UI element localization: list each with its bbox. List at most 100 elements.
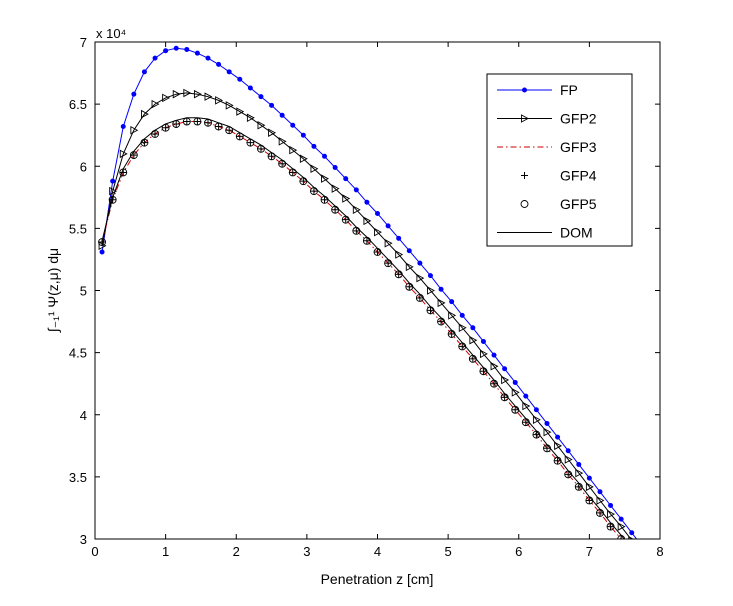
data-point-fp: [406, 248, 412, 254]
data-point-gfp2: [607, 509, 616, 519]
data-point-gfp4: [278, 160, 286, 168]
data-point-gfp5: [639, 562, 646, 569]
data-point-gfp4: [458, 342, 466, 350]
x-tick-label: 3: [303, 544, 310, 559]
y-tick-label: 4: [80, 408, 87, 423]
series-line-dom: [101, 117, 625, 539]
legend-item-gfp5: GFP5: [520, 196, 597, 212]
data-point-gfp2: [437, 298, 446, 308]
data-point-fp: [449, 299, 455, 305]
legend-marker-gfp2: [521, 114, 529, 123]
data-point-gfp4: [628, 549, 635, 556]
data-point-fp: [152, 55, 158, 61]
data-point-gfp4: [215, 122, 223, 130]
data-point-fp: [322, 153, 328, 159]
y-tick-label: 5: [80, 284, 87, 299]
data-point-gfp4: [151, 130, 159, 138]
data-point-gfp2: [639, 550, 646, 557]
data-point-gfp4: [140, 139, 148, 147]
data-point-fp: [332, 164, 338, 170]
series-fp: [99, 45, 644, 548]
series-dom: [101, 117, 625, 539]
data-point-gfp4: [193, 118, 201, 126]
data-point-gfp2: [119, 149, 128, 159]
data-point-gfp2: [617, 522, 626, 531]
data-point-gfp2: [564, 455, 573, 464]
data-point-fp: [417, 260, 423, 266]
data-point-fp: [512, 379, 518, 385]
series-line-gfp3: [101, 121, 622, 539]
data-point-fp: [237, 76, 243, 82]
legend-item-gfp2: GFP2: [497, 111, 597, 127]
legend: FP GFP2 GFP3 GFP4 GFP5 DOM: [486, 73, 633, 247]
data-point-fp: [163, 48, 169, 54]
legend-item-gfp3: GFP3: [497, 139, 597, 155]
data-point-fp: [396, 235, 402, 241]
data-point-gfp2: [193, 89, 202, 99]
series-line-fp: [101, 47, 638, 539]
data-point-fp: [258, 94, 264, 100]
data-point-gfp2: [532, 415, 541, 424]
data-point-gfp2: [331, 184, 340, 193]
data-point-gfp4: [639, 562, 646, 569]
data-point-fp: [459, 312, 465, 318]
data-point-gfp4: [607, 523, 615, 531]
data-point-gfp2: [204, 92, 213, 101]
series-gfp3: [101, 121, 622, 539]
data-point-gfp4: [543, 444, 551, 452]
data-point-gfp4: [321, 196, 329, 204]
data-point-gfp4: [268, 152, 276, 160]
data-point-gfp4: [299, 177, 307, 185]
legend-marker-gfp4: [521, 172, 528, 179]
series-layer: [98, 45, 646, 569]
data-point-gfp2: [458, 323, 467, 333]
data-point-fp: [470, 325, 476, 331]
legend-label-gfp3: GFP3: [560, 139, 597, 155]
data-point-gfp2: [268, 128, 277, 137]
data-point-fp: [300, 132, 306, 138]
x-tick-label: 6: [515, 544, 522, 559]
legend-item-dom: DOM: [497, 225, 593, 241]
data-point-fp: [640, 544, 644, 548]
series-gfp2: [98, 88, 646, 557]
data-point-gfp2: [395, 250, 404, 259]
data-point-gfp2: [109, 186, 118, 196]
data-point-gfp2: [151, 99, 160, 109]
series-gfp4: [98, 118, 646, 569]
data-point-fp: [205, 55, 211, 61]
data-point-gfp2: [490, 362, 499, 371]
y-tick-label: 6.5: [69, 97, 87, 112]
legend-label-fp: FP: [560, 82, 578, 98]
y-tick-label: 3: [80, 532, 87, 547]
data-point-gfp2: [543, 427, 552, 437]
y-multiplier-label: x 10⁴: [96, 26, 126, 41]
data-point-fp: [120, 123, 126, 129]
data-point-gfp2: [427, 286, 435, 295]
data-point-gfp5: [628, 549, 635, 556]
data-point-fp: [290, 122, 296, 128]
data-point-gfp2: [140, 109, 149, 119]
legend-item-fp: FP: [497, 82, 578, 98]
data-point-fp: [247, 85, 253, 91]
y-tick-label: 3.5: [69, 470, 87, 485]
data-point-fp: [131, 91, 137, 97]
data-point-fp: [533, 407, 539, 413]
ticks-layer: 0 1 2 3 4 5 6 7 8 3 3.5 4 4.5 5 5.5 6 6.5 7: [69, 35, 664, 559]
data-point-gfp2: [522, 401, 531, 411]
data-point-gfp4: [342, 216, 350, 224]
x-tick-label: 7: [586, 544, 593, 559]
x-tick-label: 4: [374, 544, 381, 559]
data-point-gfp2: [310, 164, 319, 173]
data-point-fp: [565, 448, 571, 454]
data-point-fp: [438, 286, 444, 292]
data-point-fp: [576, 461, 582, 467]
data-point-fp: [226, 69, 232, 75]
data-point-gfp2: [162, 93, 171, 103]
data-point-fp: [618, 516, 624, 522]
data-point-gfp4: [448, 330, 456, 338]
y-tick-label: 5.5: [69, 221, 87, 236]
data-point-gfp4: [172, 120, 180, 128]
data-point-gfp4: [501, 393, 509, 401]
data-point-gfp4: [416, 294, 424, 302]
data-point-fp: [141, 69, 147, 75]
